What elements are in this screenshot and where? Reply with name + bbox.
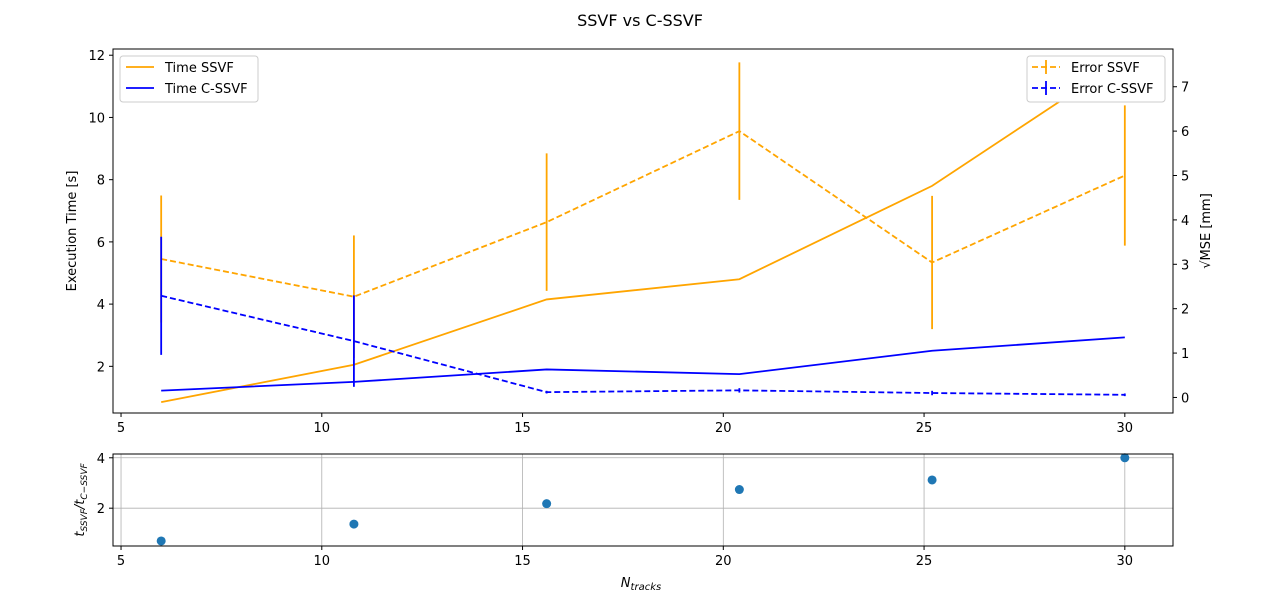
y2-tick-label: 1 (1181, 347, 1189, 362)
bottom-plot-area (156, 453, 1130, 546)
bottom-plot-frame (112, 453, 1174, 547)
series-line-time-c-ssvf (161, 336, 1125, 392)
y2-tick-label: 2 (1181, 303, 1189, 318)
chart-title: SSVF vs C-SSVF (577, 11, 703, 30)
scatter-point (1120, 453, 1130, 463)
y-tick-label: 4 (97, 298, 105, 313)
x-tick-label: 25 (916, 421, 933, 436)
y-tick-label: 8 (97, 174, 105, 189)
legend-label-error-ssvf: Error SSVF (1071, 61, 1140, 76)
series-line-error-c-ssvf (160, 294, 1125, 396)
bottom-grid (113, 454, 1173, 546)
legend-label-error-cssvf: Error C-SSVF (1071, 82, 1153, 97)
y2-tick-label: 3 (1181, 258, 1189, 273)
x-tick-label: 20 (715, 421, 732, 436)
bottom-x-axis: 5 10 15 20 25 30 (117, 546, 1133, 569)
y2-tick-label: 4 (1181, 214, 1189, 229)
top-plot-area (160, 57, 1126, 403)
legend-right: Error SSVF Error C-SSVF (1026, 55, 1166, 103)
x-tick-label: 30 (1117, 554, 1134, 569)
series-line-time-ssvf (161, 57, 1126, 403)
legend-left-box (119, 55, 259, 103)
scatter-point (927, 475, 937, 485)
y-tick-label: 12 (88, 49, 105, 64)
x-tick-label: 25 (916, 554, 933, 569)
y2-tick-label: 6 (1181, 125, 1189, 140)
y-axis-label-bottom: tSSVF/tC−SSVF (73, 463, 90, 537)
scatter-point (156, 536, 166, 546)
scatter-point (349, 519, 359, 529)
y-tick-label: 10 (88, 111, 105, 126)
x-tick-label: 10 (314, 554, 331, 569)
x-tick-label: 5 (117, 421, 125, 436)
x-axis-label-bottom: Ntracks (621, 576, 661, 593)
bottom-plot-panel: 5 10 15 20 25 30 24 Ntracks tSSVF/tC−SSVF (73, 452, 1174, 593)
top-x-axis: 5 10 15 20 25 30 (117, 413, 1133, 436)
x-tick-label: 15 (514, 554, 531, 569)
scatter-point (542, 499, 552, 509)
legend-left: Time SSVF Time C-SSVF (119, 55, 259, 103)
bottom-y-axis: 24 (97, 452, 113, 517)
scatter-point (734, 485, 744, 495)
top-plot-frame (112, 48, 1174, 414)
y-axis-label-left: Execution Time [s] (65, 171, 80, 292)
x-tick-label: 5 (117, 554, 125, 569)
y-tick-label: 4 (97, 452, 105, 467)
x-tick-label: 15 (514, 421, 531, 436)
legend-label-time-cssvf: Time C-SSVF (164, 82, 248, 97)
x-tick-label: 10 (314, 421, 331, 436)
y2-tick-label: 0 (1181, 391, 1189, 406)
y-tick-label: 2 (97, 502, 105, 517)
y2-tick-label: 5 (1181, 170, 1189, 185)
top-y-axis-right: 0 1 2 3 4 5 6 7 (1173, 81, 1189, 406)
y-tick-label: 6 (97, 236, 105, 251)
y-axis-label-right: √MSE [mm] (1199, 193, 1214, 269)
x-tick-label: 30 (1117, 421, 1134, 436)
y-tick-label: 2 (97, 360, 105, 375)
legend-label-time-ssvf: Time SSVF (164, 61, 234, 76)
legend-right-box (1026, 55, 1166, 103)
top-y-axis-left: 2 4 6 8 10 12 (88, 49, 113, 375)
x-tick-label: 20 (715, 554, 732, 569)
y2-tick-label: 7 (1181, 81, 1189, 96)
series-line-error-ssvf (161, 130, 1126, 298)
